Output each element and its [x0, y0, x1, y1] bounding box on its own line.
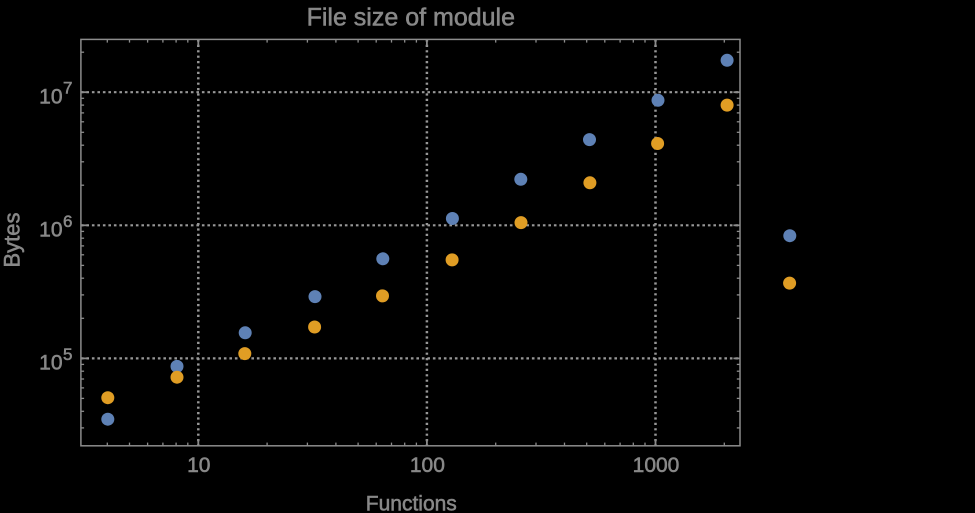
svg-text:10: 10	[39, 86, 62, 109]
svg-text:5: 5	[63, 345, 72, 364]
svg-text:100: 100	[410, 454, 445, 477]
svg-text:1000: 1000	[633, 454, 680, 477]
svg-text:6: 6	[63, 212, 72, 231]
svg-text:10: 10	[39, 219, 62, 242]
svg-text:File size of module: File size of module	[307, 3, 515, 31]
svg-text:10: 10	[187, 454, 210, 477]
svg-text:7: 7	[63, 79, 72, 98]
svg-text:Functions: Functions	[366, 493, 457, 513]
svg-text:Bytes: Bytes	[0, 212, 24, 267]
svg-text:10: 10	[39, 352, 62, 375]
